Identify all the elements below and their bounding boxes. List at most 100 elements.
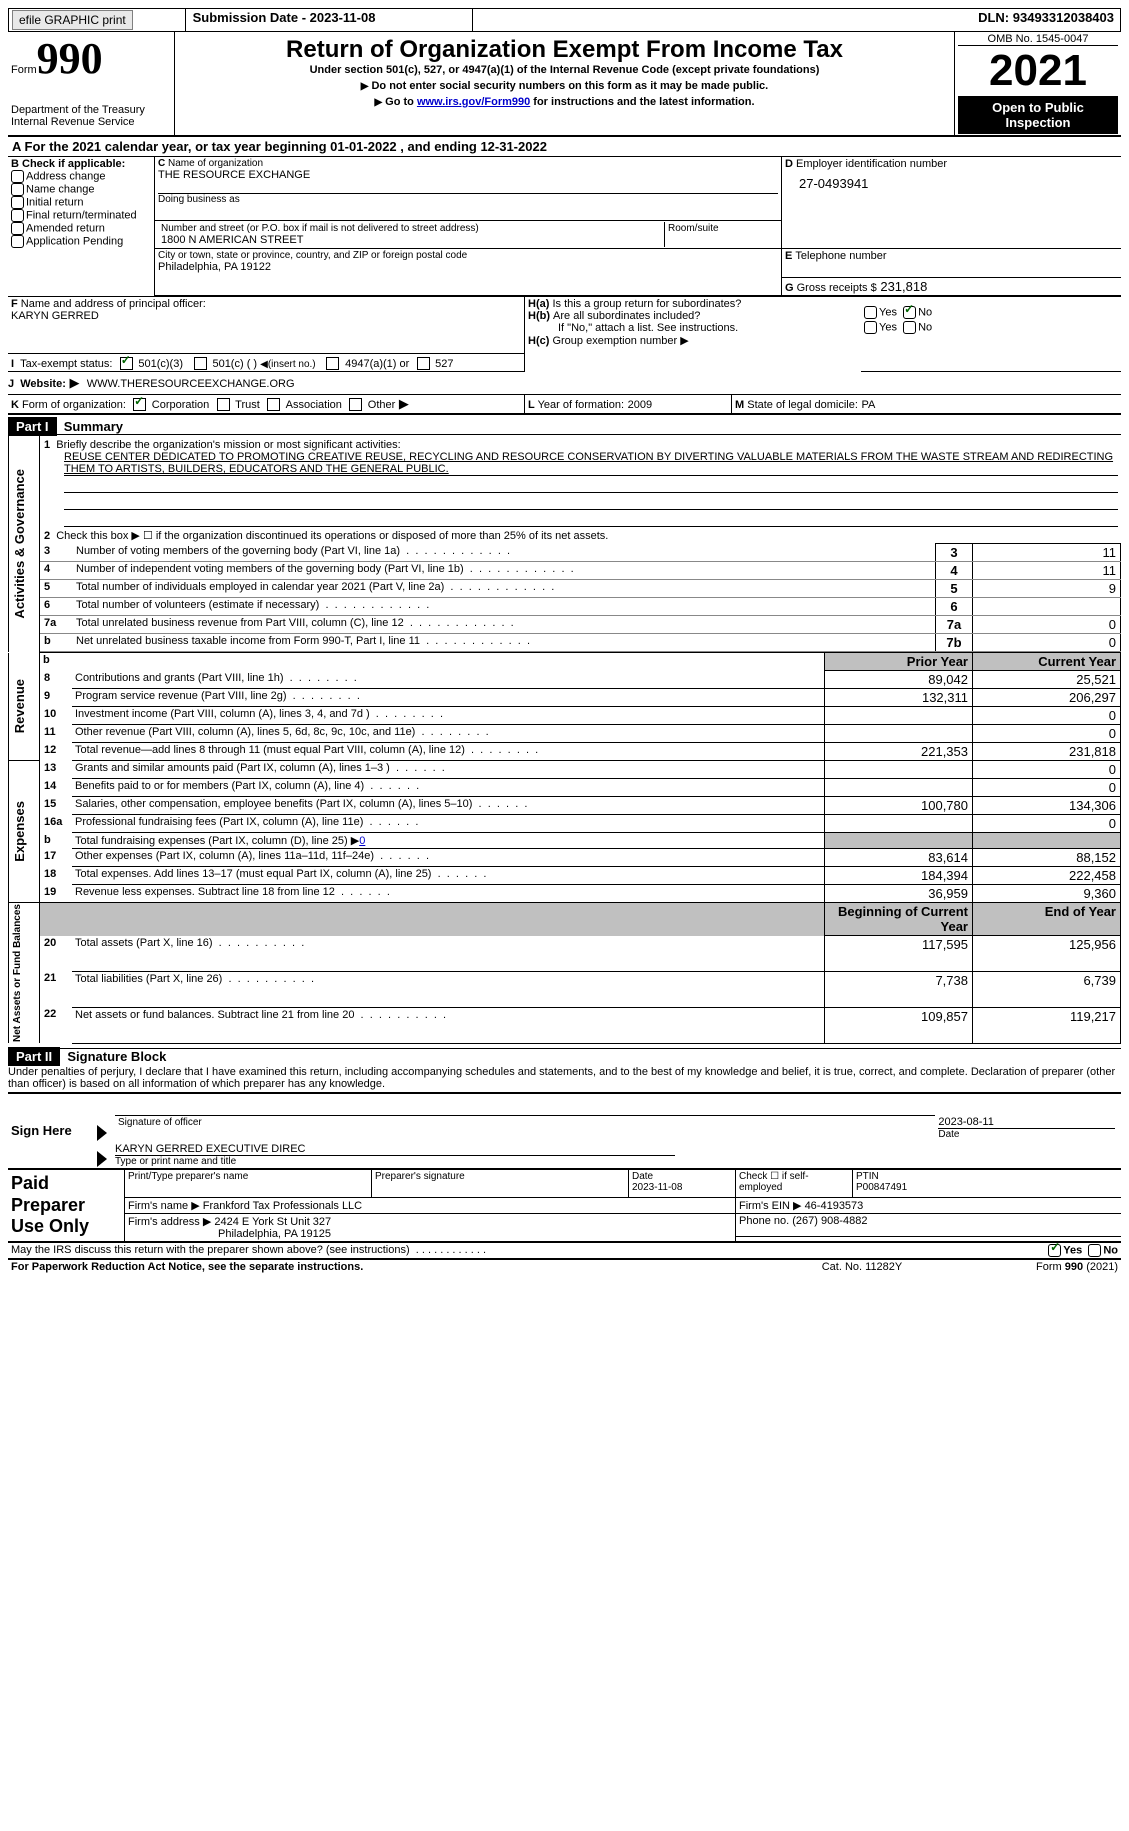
officer-name: KARYN GERRED [11, 310, 521, 322]
firm-addr-label: Firm's address ▶ [128, 1216, 211, 1228]
ha-no-checkbox[interactable] [903, 306, 916, 319]
street-value: 1800 N AMERICAN STREET [161, 234, 661, 246]
mission-text: REUSE CENTER DEDICATED TO PROMOTING CREA… [64, 451, 1118, 476]
paid-label: Paid Preparer Use Only [11, 1173, 121, 1238]
dba-label: Doing business as [158, 193, 778, 205]
city-value: Philadelphia, PA 19122 [158, 261, 778, 273]
paid-preparer-block: Paid Preparer Use Only Print/Type prepar… [8, 1170, 1121, 1243]
open-to-public: Open to Public Inspection [958, 96, 1118, 134]
prep-date-val: 2023-11-08 [632, 1182, 682, 1193]
ha-label: Is this a group return for subordinates? [552, 298, 741, 310]
dln-value: 93493312038403 [1013, 10, 1114, 25]
form-title: Return of Organization Exempt From Incom… [185, 36, 944, 64]
street-label: Number and street (or P.O. box if mail i… [161, 223, 661, 234]
l2-text: Check this box ▶ ☐ if the organization d… [56, 530, 608, 542]
firm-name: Frankford Tax Professionals LLC [203, 1200, 362, 1212]
irs-link[interactable]: www.irs.gov/Form990 [417, 96, 530, 108]
check-self-employed: Check ☐ if self-employed [736, 1170, 853, 1198]
dln-label: DLN: [978, 10, 1013, 25]
j-label: Website: [20, 378, 66, 390]
subtitle-2: Do not enter social security numbers on … [371, 80, 768, 92]
klm-row: K Form of organization: Corporation Trus… [8, 395, 1121, 415]
firm-ein-label: Firm's EIN ▶ [739, 1200, 802, 1212]
irs-label: Internal Revenue Service [11, 116, 171, 128]
f-label: Name and address of principal officer: [21, 298, 206, 310]
d-label: Employer identification number [796, 158, 947, 170]
g-label: Gross receipts $ [797, 282, 877, 294]
side-ag: Activities & Governance [12, 469, 27, 619]
prep-name-label: Print/Type preparer's name [128, 1171, 248, 1182]
b-pending: Application Pending [11, 235, 151, 248]
b-final-return: Final return/terminated [11, 209, 151, 222]
efile-button[interactable]: efile GRAPHIC print [12, 10, 133, 30]
sig-arrow-icon [97, 1125, 107, 1141]
room-label: Room/suite [665, 222, 779, 247]
b-name-change: Name change [11, 183, 151, 196]
l-label: Year of formation: [538, 399, 624, 411]
ptin-label: PTIN [856, 1171, 879, 1182]
footer: For Paperwork Reduction Act Notice, see … [8, 1260, 1121, 1274]
part1-tab: Part I [8, 417, 57, 436]
submission-label: Submission Date - [193, 10, 310, 25]
discuss-row: May the IRS discuss this return with the… [8, 1243, 1121, 1260]
sub3-pre: Go to [385, 96, 417, 108]
i-label: Tax-exempt status: [20, 358, 112, 370]
l1-label: Briefly describe the organization's miss… [56, 439, 400, 451]
ein-value: 27-0493941 [799, 176, 1118, 191]
state-domicile: PA [862, 399, 876, 411]
part1-table: Activities & Governance 1 Briefly descri… [8, 434, 1121, 652]
phone-val: (267) 908-4882 [792, 1215, 867, 1227]
part1-heading: Summary [64, 419, 123, 434]
entity-block: B Check if applicable: Address change Na… [8, 157, 1121, 296]
b-address-change: Address change [11, 170, 151, 183]
city-label: City or town, state or province, country… [158, 250, 778, 261]
discuss-text: May the IRS discuss this return with the… [11, 1244, 410, 1256]
hb-note: If "No," attach a list. See instructions… [558, 322, 858, 334]
sub3-post: for instructions and the latest informat… [530, 96, 754, 108]
part2-heading: Signature Block [67, 1049, 166, 1064]
firm-ein: 46-4193573 [805, 1200, 864, 1212]
k-label: Form of organization: [22, 399, 126, 411]
m-label: State of legal domicile: [747, 399, 858, 411]
501c3-checkbox[interactable] [120, 357, 133, 370]
prep-sig-label: Preparer's signature [375, 1171, 465, 1182]
declaration: Under penalties of perjury, I declare th… [8, 1064, 1121, 1094]
b-amended: Amended return [11, 222, 151, 235]
submission-date: 2023-11-08 [310, 10, 376, 25]
hb-label: Are all subordinates included? [553, 310, 700, 322]
omb-number: OMB No. 1545-0047 [958, 33, 1118, 46]
part2-tab: Part II [8, 1047, 60, 1066]
cat-no: Cat. No. 11282Y [759, 1260, 965, 1274]
typed-label: Type or print name and title [115, 1155, 675, 1167]
prep-date-label: Date [632, 1171, 653, 1182]
sig-date-label: Date [938, 1128, 1115, 1140]
typed-name: KARYN GERRED EXECUTIVE DIREC [115, 1143, 1118, 1155]
form-number: 990 [37, 34, 103, 83]
firm-addr2: Philadelphia, PA 19125 [218, 1228, 331, 1240]
form-header: Form990 Department of the Treasury Inter… [8, 32, 1121, 137]
sig-date-val: 2023-08-11 [938, 1116, 1115, 1128]
sign-here-label: Sign Here [8, 1094, 94, 1170]
tax-year: 2021 [958, 46, 1118, 96]
sig-arrow-icon-2 [97, 1151, 107, 1167]
form-prefix: Form [11, 64, 37, 76]
corp-checkbox[interactable] [133, 398, 146, 411]
financial-table: RevenuebPrior YearCurrent Year8Contribut… [8, 652, 1121, 1044]
b-label: Check if applicable: [22, 158, 125, 170]
pra-notice: For Paperwork Reduction Act Notice, see … [8, 1260, 759, 1274]
phone-label: Phone no. [739, 1215, 789, 1227]
firm-name-label: Firm's name ▶ [128, 1200, 200, 1212]
firm-addr1: 2424 E York St Unit 327 [214, 1216, 331, 1228]
gross-receipts: 231,818 [880, 279, 927, 294]
line-a: A For the 2021 calendar year, or tax yea… [8, 137, 1121, 157]
sig-officer-label: Signature of officer [115, 1115, 935, 1141]
e-label: Telephone number [795, 250, 886, 262]
fhij-block: F Name and address of principal officer:… [8, 296, 1121, 372]
discuss-yes-checkbox[interactable] [1048, 1244, 1061, 1257]
org-name: THE RESOURCE EXCHANGE [158, 169, 778, 181]
sign-here-block: Sign Here Signature of officer 2023-08-1… [8, 1094, 1121, 1171]
b-initial-return: Initial return [11, 196, 151, 209]
hc-label: Group exemption number [552, 335, 677, 347]
top-bar: efile GRAPHIC print Submission Date - 20… [8, 8, 1121, 32]
website-value: WWW.THERESOURCEEXCHANGE.ORG [87, 378, 295, 390]
